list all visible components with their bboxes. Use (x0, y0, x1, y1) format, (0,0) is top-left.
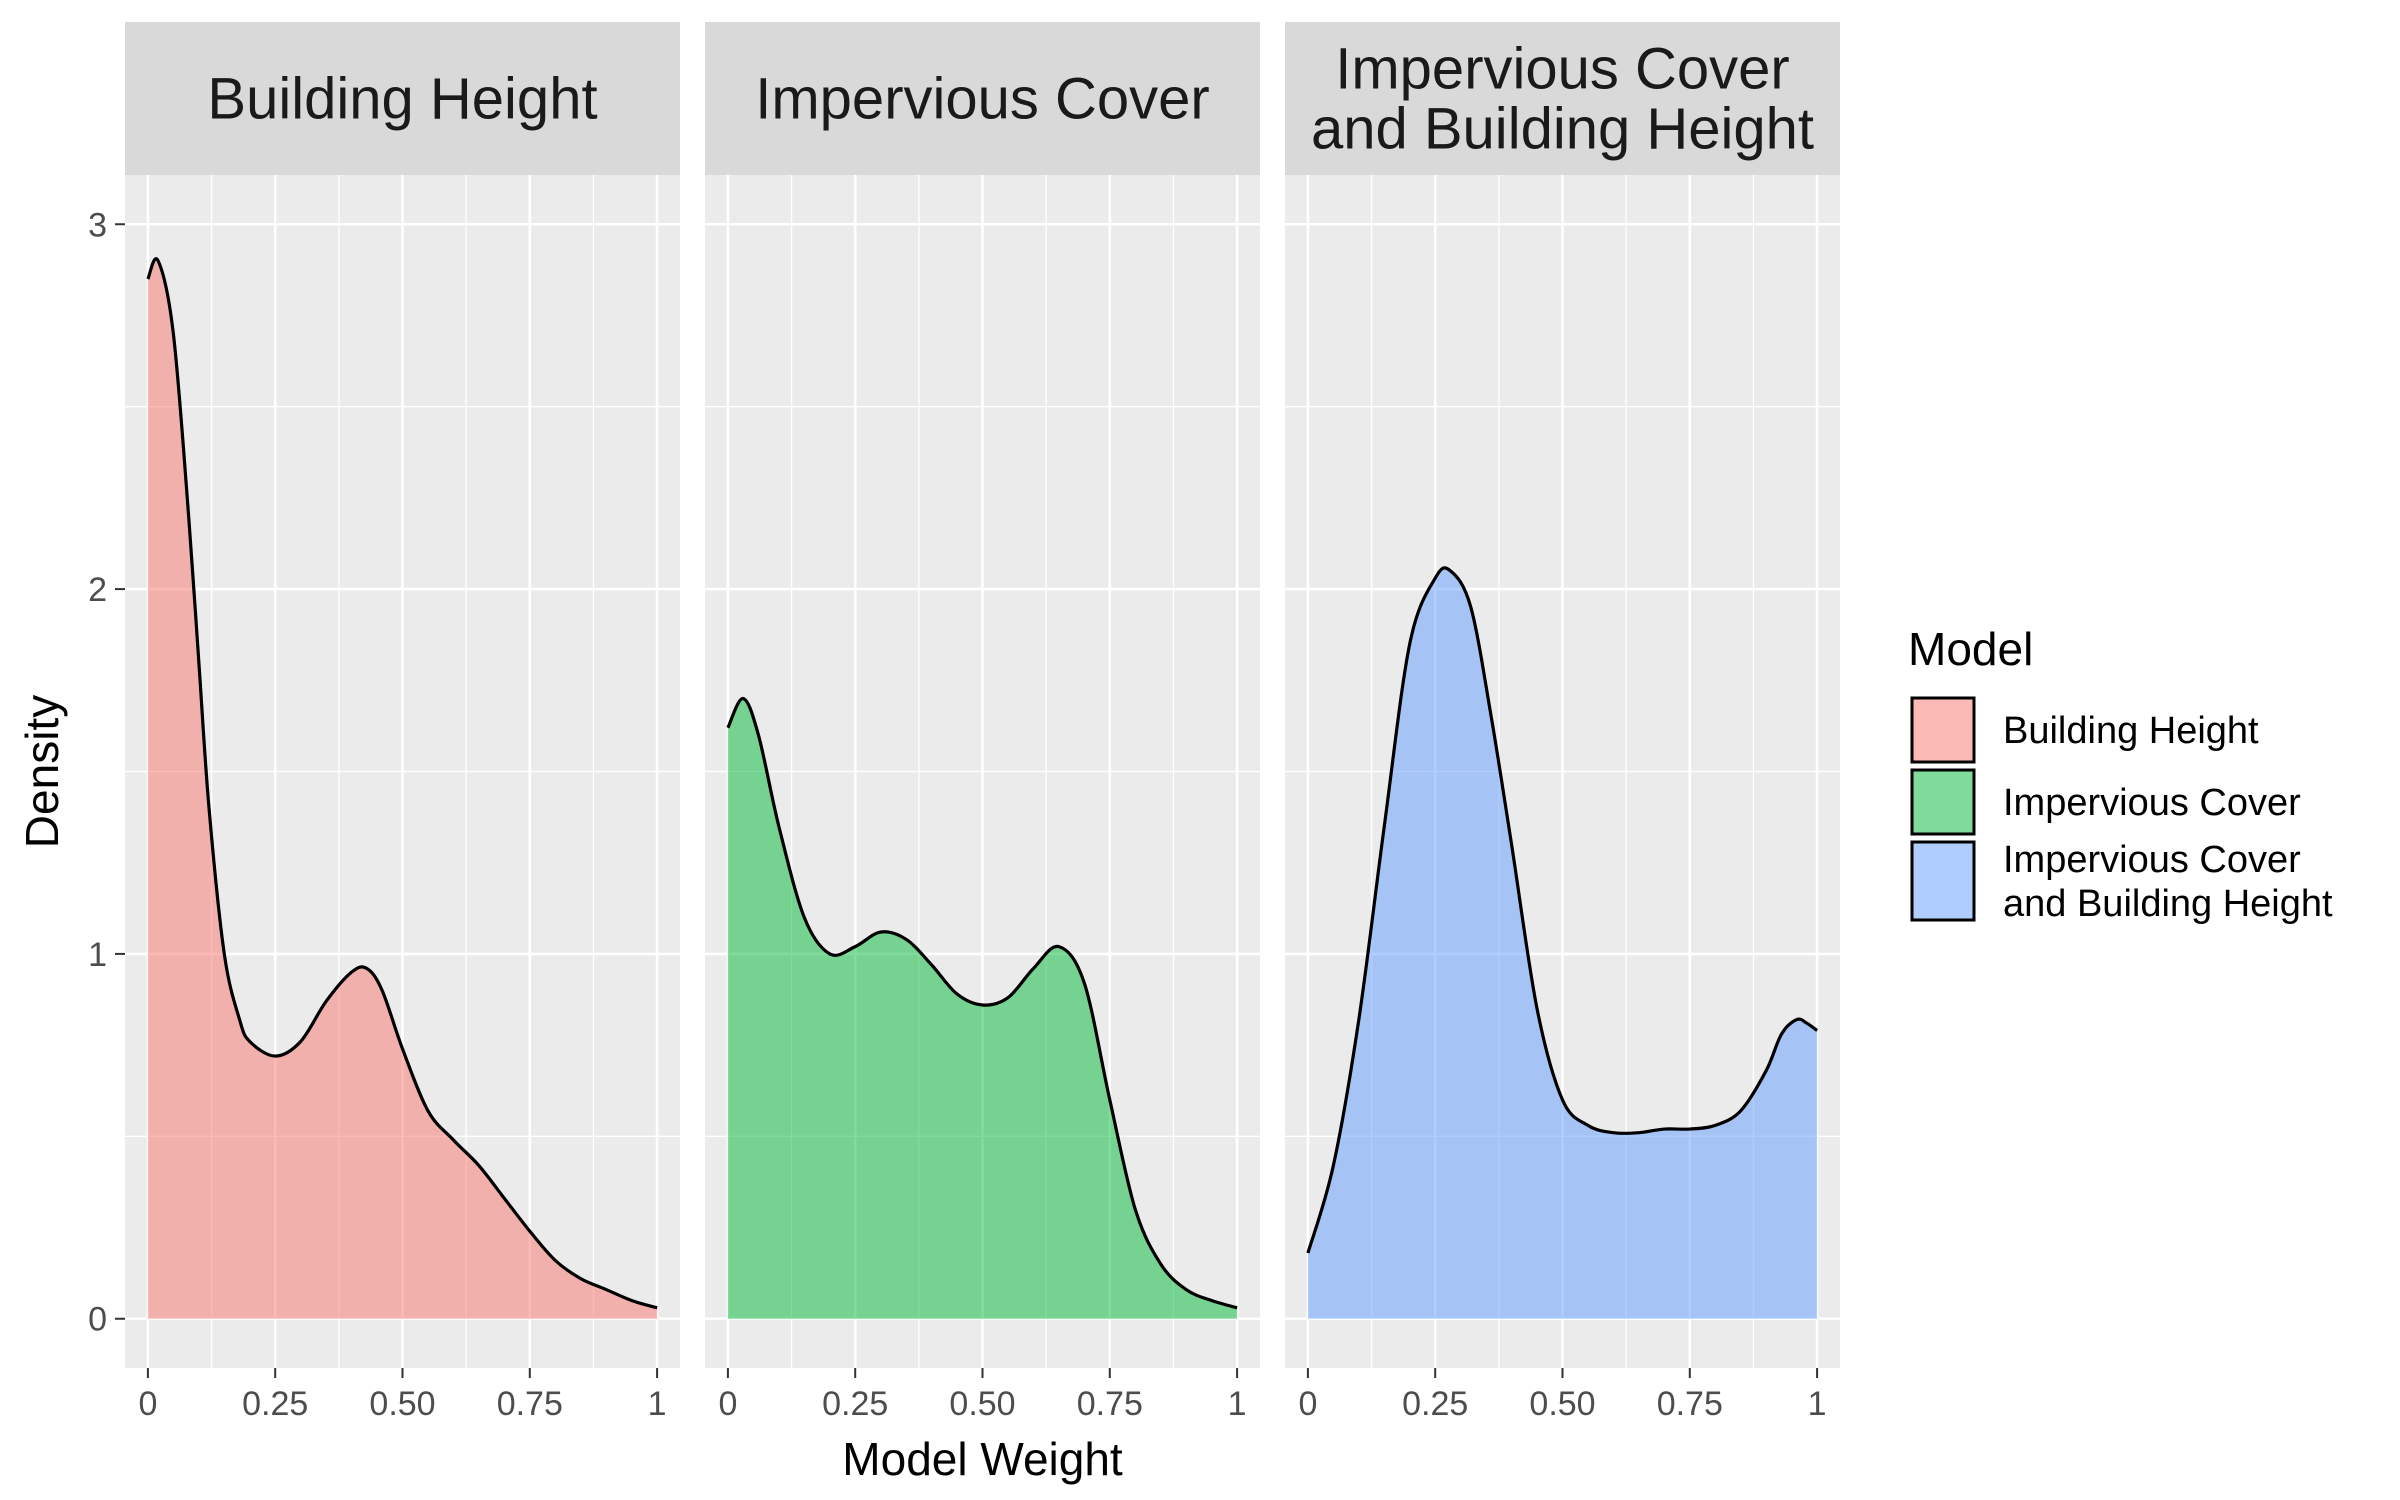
x-tick-label: 0 (1298, 1385, 1317, 1423)
x-tick-label: 0.50 (369, 1385, 435, 1423)
facet-strip-label: Building Height (207, 67, 597, 132)
legend-item: Impervious Cover (1910, 768, 2301, 836)
y-tick-label: 0 (88, 1301, 107, 1339)
y-axis-title: Density (16, 695, 68, 848)
x-tick-label: 0.50 (949, 1385, 1015, 1423)
facet-panel-1: Building Height 0 0.25 0.50 0.75 1 (125, 22, 680, 1423)
legend-label: Impervious Cover (2003, 839, 2301, 881)
legend-label: Building Height (2003, 710, 2259, 752)
x-tick-label: 1 (1808, 1385, 1827, 1423)
facet-strip (1285, 22, 1840, 175)
facet-strip (705, 22, 1260, 175)
density-line (146, 257, 658, 1310)
legend-label: and Building Height (2003, 883, 2333, 925)
density-line (1306, 566, 1819, 1254)
facet-strip (125, 22, 680, 175)
x-tick-label: 0 (718, 1385, 737, 1423)
x-tick-label: 1 (1228, 1385, 1247, 1423)
x-tick-label: 0.25 (822, 1385, 888, 1423)
y-tick-label: 3 (88, 206, 107, 244)
x-tick-label: 0.25 (1402, 1385, 1468, 1423)
legend-item: Building Height (1910, 696, 2259, 764)
legend-key-swatch (1910, 768, 1976, 836)
legend-title: Model (1908, 623, 2033, 675)
x-axis-title: Model Weight (842, 1433, 1123, 1485)
facet-panel-2: Impervious Cover 0 0.25 0.50 0.75 1 (705, 22, 1260, 1423)
x-tick-label: 0.50 (1529, 1385, 1595, 1423)
facet-strip-label: Impervious Cover (1335, 37, 1789, 102)
x-tick-label: 0.25 (242, 1385, 308, 1423)
legend-key-swatch (1910, 840, 1976, 922)
density-area (727, 698, 1238, 1319)
legend-label: Impervious Cover (2003, 782, 2301, 824)
legend-key-swatch (1910, 696, 1976, 764)
x-tick-label: 0 (138, 1385, 157, 1423)
y-tick-label: 1 (88, 936, 107, 974)
density-area (147, 258, 658, 1319)
density-line (726, 696, 1238, 1310)
x-tick-label: 1 (648, 1385, 667, 1423)
x-tick-label: 0.75 (497, 1385, 563, 1423)
density-area (1307, 567, 1818, 1319)
y-tick-label: 2 (88, 571, 107, 609)
facet-strip-label: Impervious Cover (755, 67, 1209, 132)
x-tick-label: 0.75 (1077, 1385, 1143, 1423)
x-tick-label: 0.75 (1657, 1385, 1723, 1423)
facet-strip-label: and Building Height (1311, 97, 1814, 162)
